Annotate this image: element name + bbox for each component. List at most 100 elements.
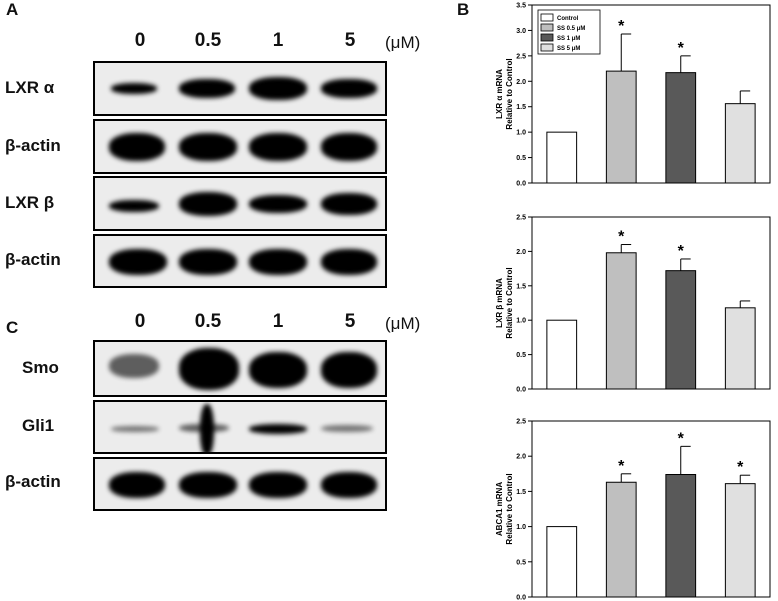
bar xyxy=(605,252,637,390)
bar xyxy=(546,131,578,184)
y-axis-label: LXR α mRNA xyxy=(495,69,504,119)
panel-label-b: B xyxy=(457,0,470,19)
conc-label: 0 xyxy=(134,311,146,332)
legend-swatch xyxy=(540,23,554,32)
row-label-beta-actin: β-actin xyxy=(5,472,61,491)
significance-marker: * xyxy=(678,40,685,57)
legend-label: SS 5 μM xyxy=(557,46,580,52)
band xyxy=(200,404,214,452)
conc-label: 5 xyxy=(344,311,356,332)
band xyxy=(249,352,307,388)
conc-label: 1 xyxy=(272,311,284,332)
bar-chart-lxr-beta: 0.0 0.5 1.0 1.5 2.0 2.5 LXR β mRNA Relative to … xyxy=(495,215,771,394)
y-axis-label: LXR β mRNA xyxy=(495,278,504,328)
y-tick-label: 3.5 xyxy=(516,3,526,10)
bar xyxy=(724,103,756,184)
conc-label: 1 xyxy=(272,30,284,51)
y-tick-label: 3.0 xyxy=(516,28,526,35)
significance-marker: * xyxy=(618,18,625,35)
y-tick-label: 1.0 xyxy=(516,318,526,325)
panel-label-c: C xyxy=(6,318,19,337)
panel-label-a: A xyxy=(6,0,19,19)
row-label-beta-actin: β-actin xyxy=(5,250,61,269)
legend-swatch xyxy=(540,43,554,52)
y-tick-label: 2.5 xyxy=(516,419,526,426)
band xyxy=(179,192,237,216)
bar xyxy=(665,72,697,184)
y-tick-label: 1.5 xyxy=(516,104,526,111)
plot-frame xyxy=(531,216,771,390)
y-tick-label: 2.5 xyxy=(516,53,526,60)
y-axis-label: Relative to Control xyxy=(505,267,514,338)
y-tick-label: 0.5 xyxy=(516,559,526,566)
blot-strip-smo xyxy=(93,340,387,397)
band xyxy=(109,354,159,378)
blot-strip-lxr-beta xyxy=(93,176,387,231)
y-tick-label: 1.5 xyxy=(516,283,526,290)
band xyxy=(321,425,373,432)
band xyxy=(179,133,237,161)
band xyxy=(109,472,165,498)
legend-label: SS 0.5 μM xyxy=(557,26,585,32)
band xyxy=(321,249,377,275)
y-tick-label: 0.0 xyxy=(516,181,526,188)
row-label-lxr-beta: LXR β xyxy=(5,193,55,212)
y-axis-label: Relative to Control xyxy=(505,58,514,129)
bar xyxy=(724,483,756,598)
row-label-smo: Smo xyxy=(22,358,59,377)
significance-marker: * xyxy=(678,243,685,260)
band xyxy=(109,200,159,212)
bar-chart-abca1: 0.0 0.5 1.0 1.5 2.0 2.5 ABCA1 mRNA Relative to … xyxy=(495,419,771,601)
bar xyxy=(546,319,578,390)
blot-strip-beta-actin xyxy=(93,119,387,174)
significance-marker: * xyxy=(737,459,744,476)
band xyxy=(321,472,377,498)
bar xyxy=(605,70,637,184)
band xyxy=(179,79,235,98)
conc-label: 0.5 xyxy=(194,30,222,51)
plot-frame xyxy=(531,4,771,184)
y-tick-label: 2.0 xyxy=(516,454,526,461)
band xyxy=(111,426,159,432)
band xyxy=(179,348,239,390)
significance-marker: * xyxy=(618,229,625,246)
y-tick-label: 2.0 xyxy=(516,249,526,256)
y-tick-label: 0.0 xyxy=(516,387,526,394)
row-label-beta-actin: β-actin xyxy=(5,136,61,155)
band xyxy=(249,77,307,100)
row-label-lxr-alpha: LXR α xyxy=(5,78,55,97)
bar xyxy=(665,270,697,390)
y-tick-label: 0.0 xyxy=(516,595,526,601)
conc-label: 0.5 xyxy=(194,311,222,332)
significance-marker: * xyxy=(678,430,685,447)
y-tick-label: 0.5 xyxy=(516,352,526,359)
y-tick-label: 1.0 xyxy=(516,130,526,137)
plot-frame xyxy=(531,420,771,598)
blot-strip-beta-actin xyxy=(93,457,387,511)
legend-swatch xyxy=(540,33,554,42)
row-label-gli1: Gli1 xyxy=(22,416,55,435)
band xyxy=(321,79,377,98)
band xyxy=(321,133,377,161)
blot-strip-beta-actin xyxy=(93,234,387,288)
band xyxy=(249,472,307,498)
band xyxy=(109,249,167,275)
band xyxy=(109,133,165,161)
band xyxy=(321,193,377,215)
legend-swatch xyxy=(540,13,554,22)
band xyxy=(179,249,237,275)
significance-marker: * xyxy=(618,458,625,475)
bar xyxy=(546,526,578,598)
bar xyxy=(665,474,697,598)
blot-strip-lxr-alpha xyxy=(93,61,387,116)
legend-label: Control xyxy=(557,16,579,22)
band xyxy=(249,249,307,275)
bar xyxy=(724,307,756,390)
unit-label: (μM) xyxy=(385,314,421,333)
y-tick-label: 1.5 xyxy=(516,489,526,496)
band xyxy=(321,352,377,388)
band xyxy=(179,472,237,498)
y-axis-label: ABCA1 mRNA xyxy=(495,482,504,536)
band xyxy=(249,424,307,434)
conc-label: 5 xyxy=(344,30,356,51)
